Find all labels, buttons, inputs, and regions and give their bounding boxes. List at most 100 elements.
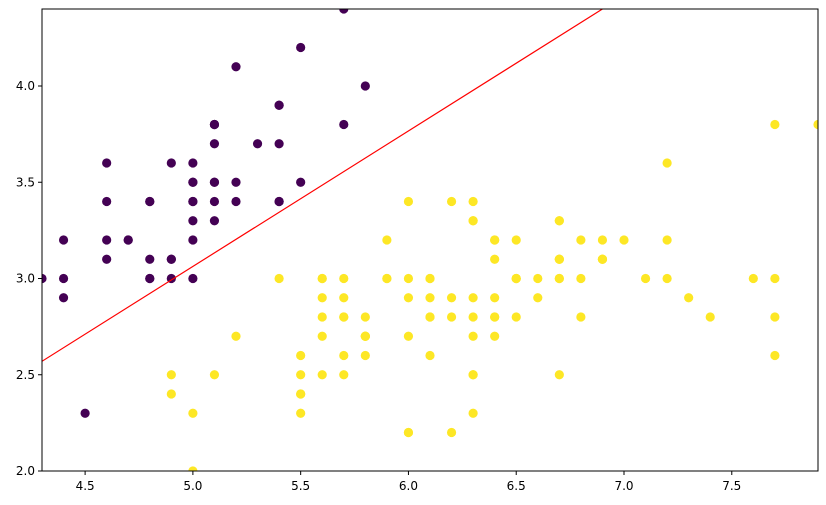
data-point <box>511 273 521 284</box>
data-point <box>58 235 69 245</box>
x-tick-label: 7.0 <box>614 479 633 493</box>
data-point <box>145 273 155 284</box>
plot-frame <box>41 8 819 472</box>
data-point <box>145 196 155 207</box>
x-tick-label: 5.0 <box>183 479 202 493</box>
data-point <box>296 389 306 399</box>
data-point <box>490 312 500 322</box>
data-point <box>102 196 112 207</box>
data-point <box>231 196 241 207</box>
data-point <box>403 196 414 207</box>
data-point <box>42 273 47 284</box>
plot-content <box>42 9 818 471</box>
data-point <box>274 100 284 110</box>
data-point <box>382 235 392 245</box>
data-point <box>296 177 306 187</box>
data-point <box>274 139 284 149</box>
y-tick-label: 2.5 <box>16 368 35 382</box>
y-tick-label: 3.0 <box>16 272 35 286</box>
data-point <box>662 273 672 284</box>
data-point <box>209 119 220 130</box>
data-point <box>533 273 543 284</box>
data-point <box>446 427 457 438</box>
data-point <box>360 331 370 341</box>
data-point <box>188 196 198 207</box>
data-point <box>770 312 780 322</box>
data-point <box>166 158 176 168</box>
data-point <box>576 312 586 322</box>
data-point <box>188 216 198 226</box>
data-point <box>576 235 586 245</box>
data-point <box>468 196 478 207</box>
data-point <box>425 293 435 303</box>
data-point <box>231 331 241 341</box>
data-point <box>188 235 198 245</box>
data-point <box>554 273 564 284</box>
data-point <box>403 273 414 284</box>
data-point <box>317 331 327 341</box>
data-point <box>446 312 457 322</box>
data-point <box>705 312 715 322</box>
series-class-a <box>42 9 370 418</box>
data-point <box>102 235 112 245</box>
data-point <box>468 408 478 418</box>
data-point <box>468 216 478 226</box>
data-point <box>296 42 306 53</box>
data-point <box>511 312 521 322</box>
data-point <box>317 370 327 380</box>
data-point <box>813 119 818 130</box>
data-point <box>403 427 414 438</box>
data-point <box>339 273 349 284</box>
data-point <box>209 216 220 226</box>
data-point <box>490 235 500 245</box>
data-point <box>748 273 758 284</box>
data-point <box>339 119 349 130</box>
data-point <box>446 293 457 303</box>
data-point <box>231 177 241 187</box>
data-point <box>576 273 586 284</box>
data-point <box>468 331 478 341</box>
data-point <box>188 408 198 418</box>
data-point <box>770 350 780 361</box>
data-point <box>511 235 521 245</box>
data-point <box>425 273 435 284</box>
data-point <box>490 254 500 264</box>
x-tick-label: 6.5 <box>507 479 526 493</box>
data-point <box>145 254 155 264</box>
data-point <box>209 139 220 149</box>
axes: 4.5 5.0 5.5 6.0 6.5 7.0 7.5 2.0 2.5 3.0 3.5 4.0 <box>16 8 819 493</box>
series-class-b <box>166 119 818 471</box>
data-point <box>166 370 176 380</box>
data-point <box>554 216 564 226</box>
data-point <box>684 293 694 303</box>
data-point <box>188 466 198 471</box>
data-point <box>382 273 392 284</box>
data-point <box>252 139 263 149</box>
data-point <box>662 235 672 245</box>
data-point <box>425 312 435 322</box>
data-point <box>403 293 414 303</box>
data-point <box>640 273 651 284</box>
data-point <box>80 408 90 418</box>
data-point <box>339 312 349 322</box>
data-point <box>274 273 284 284</box>
data-point <box>597 254 608 264</box>
data-point <box>339 370 349 380</box>
plot-area <box>42 9 818 471</box>
data-point <box>58 293 69 303</box>
data-point <box>274 196 284 207</box>
x-tick-label: 5.5 <box>291 479 310 493</box>
data-point <box>209 177 220 187</box>
data-point <box>425 350 435 361</box>
data-point <box>296 350 306 361</box>
data-point <box>597 235 608 245</box>
data-point <box>468 293 478 303</box>
y-tick-label: 3.5 <box>16 175 35 189</box>
x-tick-label: 4.5 <box>76 479 95 493</box>
data-point <box>296 408 306 418</box>
data-point <box>533 293 543 303</box>
data-point <box>770 119 780 130</box>
data-point <box>123 235 133 245</box>
data-point <box>403 331 414 341</box>
